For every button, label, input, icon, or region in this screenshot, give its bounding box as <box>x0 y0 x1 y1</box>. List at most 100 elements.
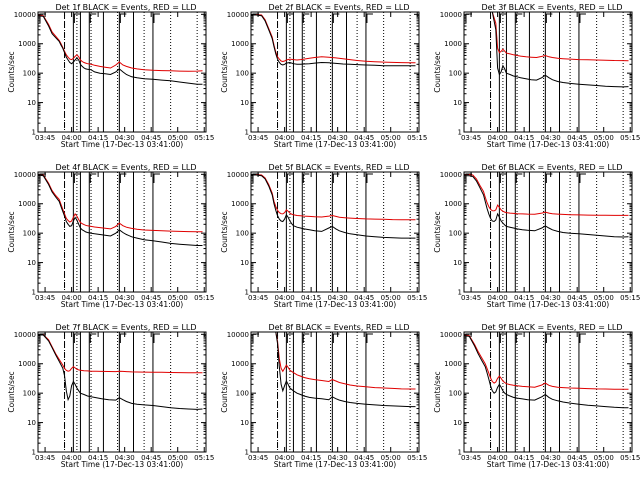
interval-flag-mark <box>366 13 373 23</box>
y-tick-label: 10 <box>240 99 249 107</box>
chart-panel-3: Det 3f BLACK = Events, RED = LLD 1 10 100 10… <box>433 3 640 149</box>
y-tick-label: 1 <box>458 289 462 297</box>
x-tick-label: 05:00 <box>594 454 614 462</box>
y-tick-label: 100 <box>449 390 462 398</box>
x-tick-label: 05:15 <box>194 454 214 462</box>
interval-flag-mark <box>119 13 127 23</box>
x-tick-label: 04:15 <box>301 294 321 302</box>
plot-frame <box>250 171 420 293</box>
y-tick-label: 10000 <box>227 171 249 179</box>
x-tick-label: 05:15 <box>620 134 640 142</box>
x-tick-label: 04:15 <box>514 294 534 302</box>
series-line-events <box>464 335 629 409</box>
series-line-lld <box>251 174 416 221</box>
y-tick-label: 1000 <box>444 40 462 48</box>
interval-flag-mark <box>515 13 523 23</box>
x-tick-label: 04:45 <box>567 134 587 142</box>
chart-panel-8: Det 8f BLACK = Events, RED = LLD 1 10 100 10… <box>220 323 427 469</box>
x-tick-label: 03:45 <box>248 134 268 142</box>
interval-flag-mark <box>545 173 553 183</box>
interval-flag-mark <box>153 333 160 343</box>
interval-flag-mark <box>73 333 81 343</box>
panel-title: Det 5f BLACK = Events, RED = LLD <box>268 163 409 172</box>
x-axis-label: Start Time (17-Dec-13 03:41:00) <box>487 300 609 309</box>
x-tick-label: 05:15 <box>407 454 427 462</box>
y-tick-label: 1 <box>458 129 462 137</box>
interval-flag-mark <box>153 173 160 183</box>
y-tick-label: 1000 <box>231 40 249 48</box>
chart-panel-1: Det 1f BLACK = Events, RED = LLD 1 10 100 10… <box>7 3 214 149</box>
y-tick-label: 1000 <box>18 200 36 208</box>
x-tick-label: 04:00 <box>488 454 508 462</box>
y-tick-label: 100 <box>236 390 249 398</box>
interval-flag-mark <box>302 333 310 343</box>
interval-flag-mark <box>302 173 310 183</box>
interval-flag-mark <box>119 173 127 183</box>
interval-flag-mark <box>73 13 81 23</box>
y-tick-label: 10000 <box>440 171 462 179</box>
series-line-events <box>251 174 416 239</box>
y-tick-label: 100 <box>23 70 36 78</box>
y-tick-label: 1 <box>32 129 36 137</box>
x-tick-label: 05:15 <box>620 454 640 462</box>
chart-panel-5: Det 5f BLACK = Events, RED = LLD 1 10 100 10… <box>220 163 427 309</box>
x-axis-label: Start Time (17-Dec-13 03:41:00) <box>61 140 183 149</box>
series-line-events <box>251 332 416 408</box>
series-group <box>38 14 203 85</box>
x-tick-label: 03:45 <box>461 294 481 302</box>
x-axis-label: Start Time (17-Dec-13 03:41:00) <box>274 300 396 309</box>
y-tick-label: 10 <box>453 259 462 267</box>
x-tick-label: 04:30 <box>541 454 561 462</box>
y-tick-label: 1 <box>458 449 462 457</box>
series-line-events <box>464 175 629 238</box>
plot-frame <box>250 11 420 133</box>
x-tick-label: 04:45 <box>141 454 161 462</box>
interval-flag-mark <box>332 173 340 183</box>
x-tick-label: 04:45 <box>141 294 161 302</box>
y-tick-label: 100 <box>236 70 249 78</box>
x-tick-label: 03:45 <box>461 454 481 462</box>
series-line-lld <box>464 174 629 216</box>
panel-title: Det 3f BLACK = Events, RED = LLD <box>481 3 622 12</box>
y-tick-label: 100 <box>23 390 36 398</box>
interval-flag-mark <box>286 333 294 343</box>
interval-flag-mark <box>89 13 97 23</box>
y-axis-label: Counts/sec <box>220 211 229 252</box>
chart-panel-7: Det 7f BLACK = Events, RED = LLD 1 10 100 10… <box>7 323 214 469</box>
x-axis-label: Start Time (17-Dec-13 03:41:00) <box>274 460 396 469</box>
series-group <box>251 332 416 408</box>
plot-frame <box>463 331 633 453</box>
panel-title: Det 1f BLACK = Events, RED = LLD <box>55 3 196 12</box>
x-tick-label: 04:15 <box>301 454 321 462</box>
x-tick-label: 04:30 <box>328 134 348 142</box>
x-tick-label: 05:15 <box>194 294 214 302</box>
x-tick-label: 04:30 <box>115 454 135 462</box>
x-tick-label: 04:30 <box>328 294 348 302</box>
interval-flag-mark <box>579 13 586 23</box>
x-tick-label: 04:45 <box>567 454 587 462</box>
panel-title: Det 4f BLACK = Events, RED = LLD <box>55 163 196 172</box>
plot-frame <box>463 11 633 133</box>
interval-flag-mark <box>366 333 373 343</box>
plot-frame <box>37 331 207 453</box>
x-tick-label: 04:00 <box>488 294 508 302</box>
x-tick-label: 04:30 <box>541 294 561 302</box>
series-group <box>464 12 629 88</box>
x-tick-label: 04:00 <box>275 294 295 302</box>
series-line-events <box>251 14 416 67</box>
y-tick-label: 10000 <box>14 331 36 339</box>
series-group <box>251 174 416 239</box>
x-axis-label: Start Time (17-Dec-13 03:41:00) <box>274 140 396 149</box>
panel-title: Det 8f BLACK = Events, RED = LLD <box>268 323 409 332</box>
interval-flag-mark <box>515 173 523 183</box>
interval-flag-mark <box>302 13 310 23</box>
x-tick-label: 04:30 <box>115 294 135 302</box>
x-tick-label: 04:00 <box>275 134 295 142</box>
x-tick-label: 04:00 <box>488 134 508 142</box>
series-line-events <box>38 15 203 85</box>
y-axis-label: Counts/sec <box>7 371 16 412</box>
x-tick-label: 04:00 <box>62 294 82 302</box>
panel-title: Det 9f BLACK = Events, RED = LLD <box>481 323 622 332</box>
y-tick-label: 1000 <box>231 360 249 368</box>
